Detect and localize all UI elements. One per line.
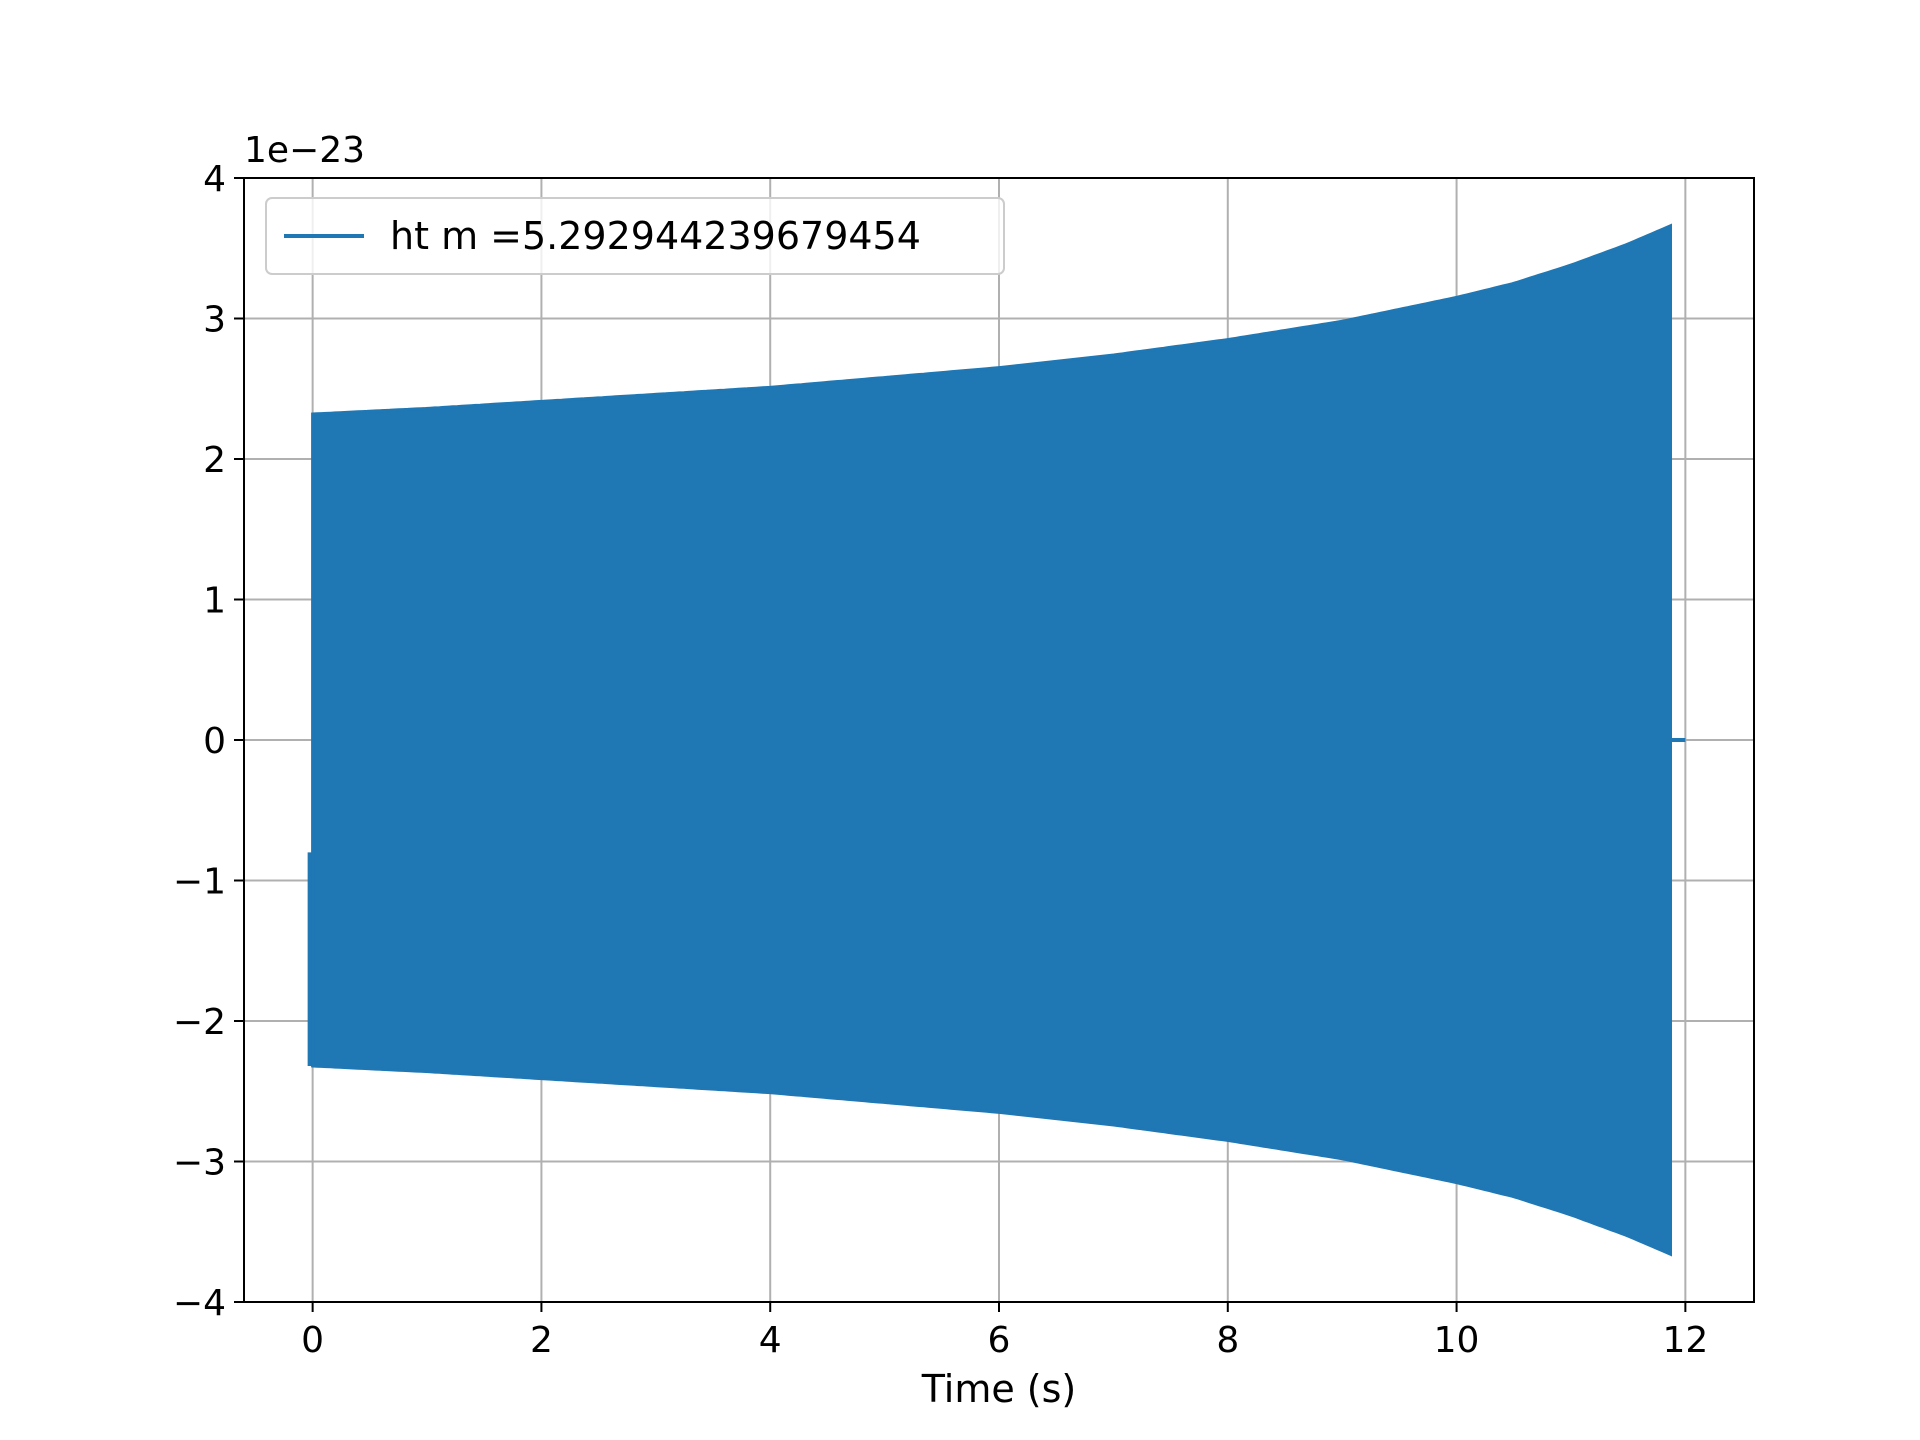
y-axis-ticks: −4 −3 −2 −1 0 1 2 3 4 (173, 159, 244, 1324)
x-tick-label: 2 (530, 1320, 553, 1361)
y-tick-label: 3 (203, 300, 226, 341)
y-tick-label: 2 (203, 440, 226, 481)
legend-label: ht m =5.292944239679454 (390, 214, 921, 258)
x-tick-label: 8 (1216, 1320, 1239, 1361)
x-tick-label: 6 (988, 1320, 1011, 1361)
x-tick-label: 4 (759, 1320, 782, 1361)
x-axis-label: Time (s) (921, 1367, 1077, 1411)
x-tick-label: 12 (1662, 1320, 1708, 1361)
x-tick-label: 10 (1434, 1320, 1480, 1361)
y-tick-label: −1 (173, 862, 226, 903)
y-tick-label: −3 (173, 1143, 226, 1184)
y-tick-label: 1 (203, 581, 226, 622)
legend-box (265, 197, 1005, 275)
y-offset-text: 1e−23 (244, 130, 365, 171)
y-tick-label: 4 (203, 159, 226, 200)
y-tick-label: −4 (173, 1283, 226, 1324)
y-tick-label: 0 (203, 721, 226, 762)
x-axis-ticks: 0 2 4 6 8 10 12 (301, 1302, 1708, 1361)
legend: ht m =5.292944239679454 (265, 197, 1005, 275)
series-envelope (311, 223, 1672, 1257)
x-tick-label: 0 (301, 1320, 324, 1361)
series-layer (307, 223, 1686, 1257)
y-tick-label: −2 (173, 1002, 226, 1043)
